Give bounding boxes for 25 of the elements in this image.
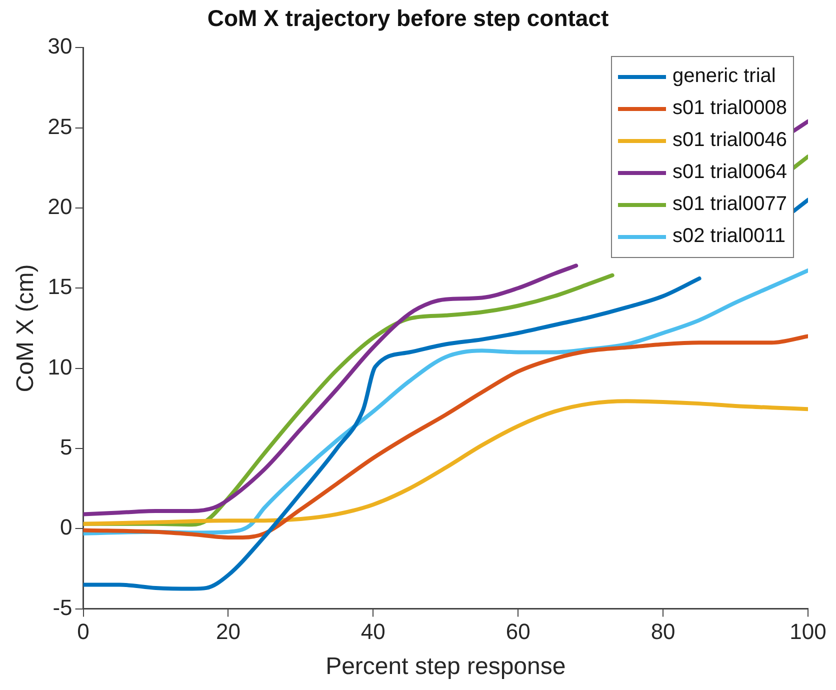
x-tick-label: 100 — [790, 619, 826, 644]
line-series — [83, 399, 808, 526]
x-tick-label: 0 — [77, 619, 90, 644]
x-tick-label: 80 — [650, 619, 676, 644]
x-axis-title: Percent step response — [326, 653, 566, 680]
x-tick-label: 60 — [506, 619, 530, 644]
y-tick-label: 10 — [48, 354, 72, 380]
y-tick-label: 20 — [48, 194, 72, 220]
legend-label: s02 trial0011 — [672, 225, 786, 248]
x-tick-label: 20 — [216, 619, 240, 644]
y-tick-label: 0 — [60, 514, 72, 540]
y-tick-label: 25 — [48, 114, 72, 139]
legend-label: s01 trial0046 — [672, 129, 787, 152]
legend-label: s01 trial0077 — [672, 193, 787, 216]
legend-label: generic trial — [672, 65, 776, 88]
y-tick-label: 15 — [48, 274, 72, 300]
y-tick-label: 30 — [48, 34, 72, 59]
y-tick-label: 5 — [60, 434, 72, 460]
chart-title: CoM X trajectory before step contact — [207, 5, 609, 32]
x-tick-label: 40 — [360, 619, 386, 644]
legend-label: s01 trial0008 — [672, 97, 787, 120]
legend-label: s01 trial0064 — [672, 161, 787, 184]
line-series — [83, 334, 808, 540]
y-tick-label: -5 — [52, 594, 72, 620]
y-axis-title: CoM X (cm) — [12, 264, 40, 392]
